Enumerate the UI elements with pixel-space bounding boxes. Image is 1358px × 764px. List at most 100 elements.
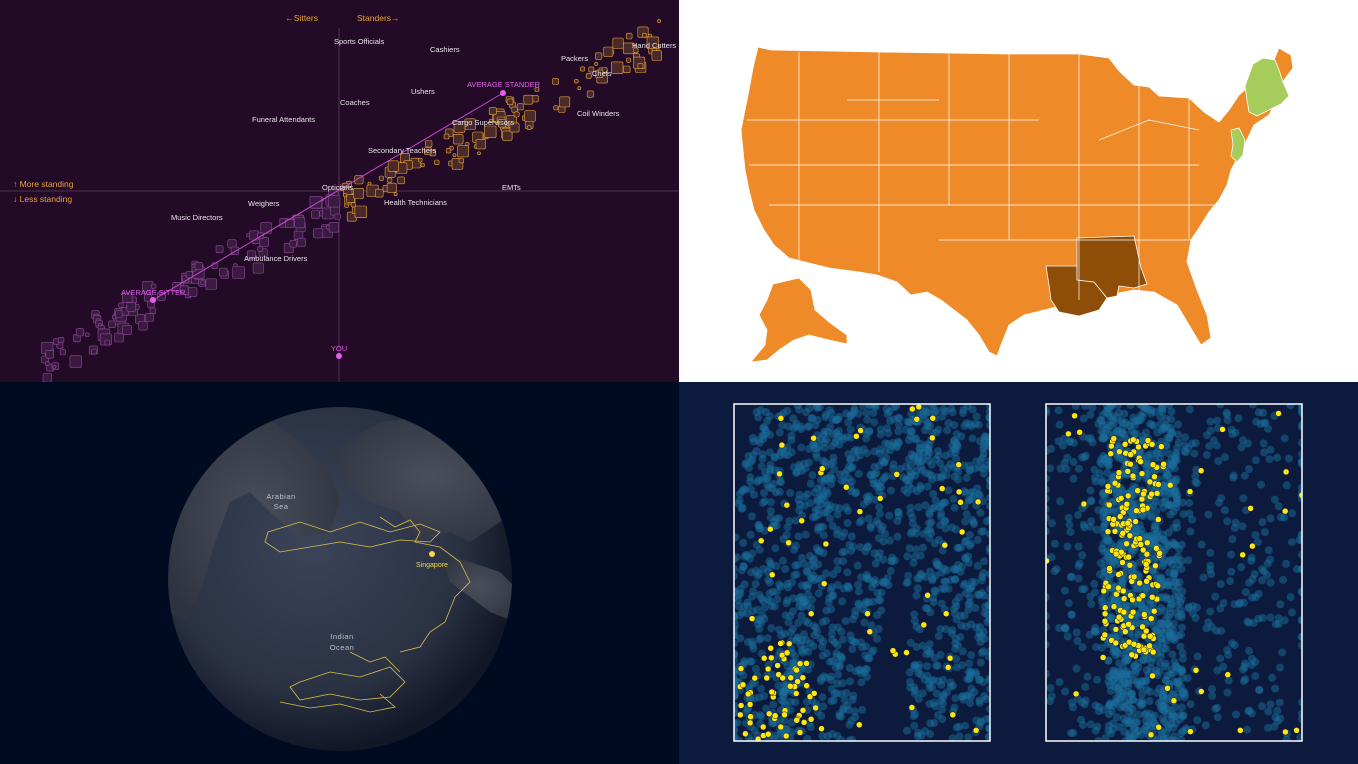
scatter-point	[1065, 520, 1074, 529]
scatter-point	[986, 705, 990, 714]
scatter-point	[1240, 471, 1249, 480]
scatter-point	[837, 627, 846, 636]
scatter-point	[954, 475, 963, 484]
scatter-point	[967, 651, 976, 660]
scatter-point	[977, 588, 986, 597]
scatter-point	[1164, 685, 1171, 692]
scatter-point	[854, 580, 863, 589]
scatter-point	[1130, 573, 1138, 581]
scatter-point	[749, 587, 758, 596]
occupation-label: Coaches	[340, 98, 370, 107]
scatter-point	[1250, 570, 1259, 579]
scatter-point	[778, 421, 787, 430]
scatter-point	[839, 584, 848, 593]
scatter-point	[837, 476, 846, 485]
scatter-point	[1046, 697, 1054, 706]
scatter-point	[776, 448, 785, 457]
scatter-point	[958, 562, 967, 571]
scatter-point	[1159, 644, 1168, 653]
scatter-point	[808, 471, 817, 480]
scatter-point	[1142, 717, 1150, 725]
scatter-point	[776, 582, 785, 591]
occupation-box	[457, 145, 469, 158]
scatter-point	[871, 404, 880, 410]
scatter-point	[1166, 594, 1175, 603]
scatter-point	[827, 629, 836, 638]
scatter-point	[848, 645, 857, 654]
scatter-point	[1239, 598, 1248, 607]
scatter-point	[835, 710, 844, 718]
scatter-point	[1132, 518, 1139, 525]
scatter-point	[949, 711, 957, 719]
scatter-point	[829, 570, 838, 579]
occupation-box	[594, 52, 603, 60]
scatter-point	[796, 729, 804, 736]
scatter-point	[844, 418, 853, 427]
scatter-point	[1050, 539, 1059, 548]
scatter-point	[871, 559, 880, 568]
occupation-box	[69, 355, 82, 368]
scatter-point	[820, 427, 829, 436]
scatter-point	[976, 638, 985, 646]
occupation-box	[312, 228, 324, 239]
scatter-point	[912, 642, 921, 651]
scatter-point	[768, 688, 776, 696]
scatter-point	[1185, 498, 1194, 507]
scatter-point	[1177, 666, 1186, 675]
occupation-box	[342, 193, 347, 198]
scatter-point	[864, 610, 871, 617]
scatter-point	[797, 646, 806, 655]
scatter-point	[853, 561, 862, 570]
scatter-point	[1281, 507, 1289, 515]
scatter-point	[876, 425, 885, 434]
scatter-point	[1160, 535, 1169, 544]
scatter-point	[755, 569, 763, 578]
us-alaska-shape	[750, 277, 848, 363]
scatter-point	[873, 611, 881, 620]
scatter-point	[765, 557, 774, 566]
scatter-point	[1046, 527, 1050, 536]
scatter-point	[1074, 561, 1083, 570]
scatter-point	[736, 634, 745, 643]
occupation-box	[423, 147, 432, 155]
occupation-box	[625, 32, 633, 40]
scatter-point	[1131, 724, 1140, 733]
scatter-point	[1199, 573, 1208, 582]
scatter-point	[826, 423, 835, 431]
scatter-point	[1126, 532, 1134, 539]
scatter-point	[929, 404, 938, 410]
scatter-point	[785, 640, 793, 648]
scatter-point	[735, 490, 744, 499]
scatter-point	[986, 732, 990, 741]
scatter-point	[771, 712, 779, 719]
scatter-point	[955, 488, 963, 496]
scatter-point	[859, 404, 868, 411]
scatter-point	[1071, 412, 1078, 420]
scatter-point	[860, 618, 869, 627]
scatter-point	[739, 681, 747, 689]
scatter-point	[952, 454, 961, 463]
scatter-point	[767, 644, 774, 652]
scatter-point	[931, 455, 940, 464]
scatter-point	[1264, 707, 1273, 716]
scatter-point	[1122, 568, 1131, 577]
left-frame	[733, 403, 991, 742]
scatter-point	[847, 532, 856, 541]
scatter-point	[863, 497, 872, 506]
scatter-point	[937, 599, 946, 608]
scatter-point	[799, 707, 807, 714]
scatter-point	[887, 486, 895, 495]
scatter-point	[965, 531, 974, 540]
scatter-point	[737, 711, 744, 719]
scatter-point	[1111, 528, 1119, 535]
scatter-point	[979, 444, 988, 453]
scatter-point	[909, 712, 918, 721]
globe-panel: Arabian Sea Indian Ocean Singapore	[0, 382, 679, 764]
scatter-point	[1177, 735, 1186, 741]
scatter-point	[1161, 494, 1170, 502]
new-jersey-shape	[1230, 127, 1246, 163]
scatter-point	[1119, 530, 1127, 537]
occupation-box	[75, 328, 84, 337]
scatter-point	[845, 664, 854, 672]
scatter-point	[967, 684, 976, 693]
